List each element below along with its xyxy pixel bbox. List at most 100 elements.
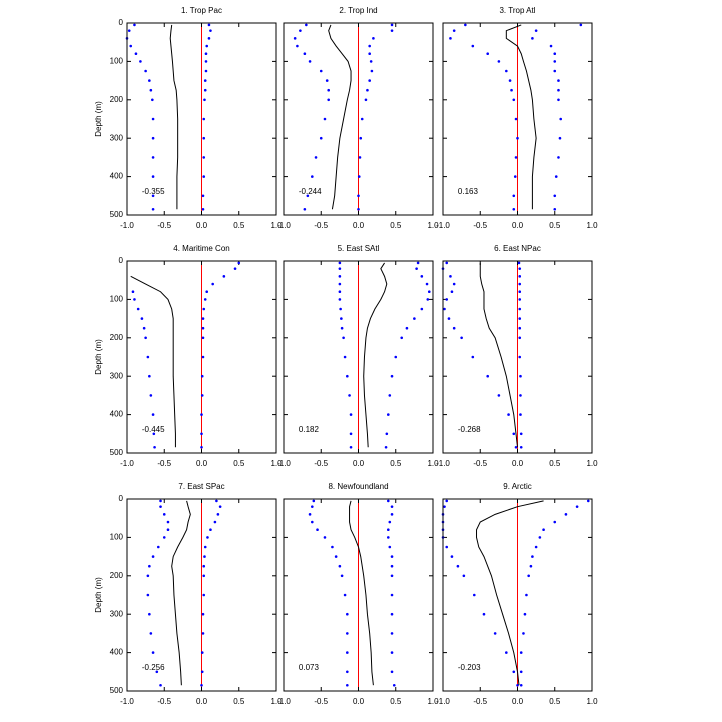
data-dot [159,505,162,508]
x-tick-label: -1.0 [277,459,291,468]
data-dot [519,670,523,674]
x-tick-label: 0.5 [233,221,245,230]
data-dot [518,317,522,320]
data-dot [387,528,390,532]
data-dot [151,136,155,140]
x-tick-label: 0.0 [196,697,208,706]
data-dot [349,445,353,449]
annotation: 0.163 [458,187,479,196]
data-dot [460,336,463,340]
data-dot [390,374,394,378]
data-dot [338,564,342,568]
data-dot [203,88,207,92]
data-dot [349,432,353,436]
data-dot [133,298,136,301]
panel-title: 3. Trop Atl [499,6,535,15]
data-dot [370,69,374,73]
data-dot [202,136,206,140]
data-dot [201,632,205,635]
data-dot [557,79,560,82]
y-tick-label: 100 [110,533,124,542]
data-dot [443,505,446,508]
y-tick-label: 200 [110,571,124,580]
data-dot [512,194,516,198]
data-dot [452,282,456,286]
x-tick-label: -0.5 [314,459,328,468]
data-dot [218,505,222,508]
x-tick-label: 0.0 [353,697,365,706]
data-dot [166,520,170,524]
data-dot [207,23,211,27]
annotation: -0.268 [458,425,481,434]
data-dot [162,513,166,516]
data-dot [338,267,342,270]
data-dot [518,290,522,294]
data-dot [314,156,318,159]
data-dot [146,355,150,359]
data-dot [519,445,523,449]
y-axis-label: Depth (m) [94,339,103,375]
x-tick-label: 1.0 [427,697,439,706]
data-dot [390,505,394,508]
data-dot [346,374,349,378]
data-dot [202,117,206,121]
data-dot [390,29,394,32]
data-dot [482,612,486,616]
data-dot [140,317,144,320]
data-dot [325,79,329,82]
data-dot [390,632,394,635]
data-dot [445,545,449,549]
data-dot [209,29,212,32]
data-dot [334,555,338,558]
data-dot [299,29,302,32]
data-dot [518,336,522,340]
data-dot [413,317,416,320]
plot-frame [283,260,434,454]
data-dot [427,290,431,294]
data-dot [445,499,449,503]
data-dot [450,290,454,294]
data-dot [200,374,204,378]
x-tick-label: 1.0 [586,221,598,230]
data-dot [148,374,151,378]
data-dot [311,505,314,508]
x-tick-label: 0.5 [390,459,402,468]
data-dot [471,355,475,359]
profile-line [349,500,374,686]
data-dot [311,175,314,178]
data-dot [517,261,521,265]
y-tick-label: 0 [119,18,124,27]
data-dot [338,282,342,286]
data-dot [311,520,314,524]
data-dot [205,290,209,294]
x-tick-label: 0.0 [353,459,365,468]
data-dot [209,528,212,532]
y-tick-label: 300 [110,609,124,618]
data-dot [201,355,205,359]
data-dot [359,136,363,140]
data-dot [151,651,155,654]
data-dot [514,156,518,159]
data-dot [387,499,390,503]
annotation: 0.182 [299,425,320,434]
x-tick-label: 0.5 [549,697,561,706]
x-tick-label: -0.5 [473,459,487,468]
data-dot [519,394,522,397]
x-tick-label: -1.0 [277,697,291,706]
y-tick-label: 300 [110,371,124,380]
data-dot [586,499,590,503]
profile-line [171,500,191,686]
x-tick-label: -0.5 [314,221,328,230]
data-dot [554,175,558,178]
data-dot [527,574,530,578]
plot-frame [442,498,593,692]
panel-title: 7. East SPac [178,482,224,491]
data-dot [346,683,349,687]
x-tick-label: 0.5 [549,221,561,230]
data-dot [338,261,342,265]
data-dot [151,156,155,159]
data-dot [400,336,404,340]
x-tick-label: 0.5 [390,697,402,706]
y-tick-label: 400 [110,410,124,419]
panel-title: 2. Trop Ind [339,6,377,15]
